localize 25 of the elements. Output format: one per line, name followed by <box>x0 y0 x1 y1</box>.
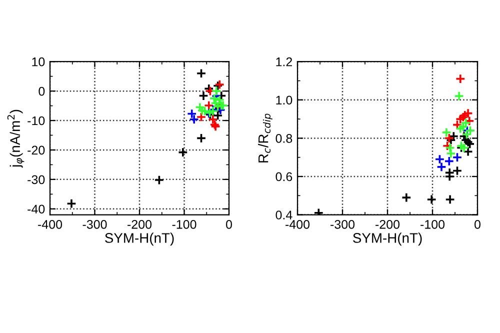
y-tick-label: 0.6 <box>276 172 292 182</box>
y-tick-label: -40 <box>28 204 45 214</box>
y-tick-label: -30 <box>28 175 45 184</box>
y-tick-label: 0.8 <box>276 134 292 143</box>
y-tick-label: 10 <box>32 57 45 66</box>
y-tick-label: 0.4 <box>276 210 292 220</box>
x-tick-label: -400 <box>38 220 62 229</box>
x-axis-title: SYM-H(nT) <box>353 232 422 246</box>
y-axis-title: R$_{c}$/R$_{cdip}$ <box>258 114 272 162</box>
y-tick-label: 1.0 <box>276 96 292 105</box>
y-tick-label: -10 <box>28 116 45 126</box>
x-tick-label: -300 <box>82 220 107 229</box>
y-tick-label: -20 <box>28 146 45 155</box>
x-tick-label: 0 <box>226 220 232 229</box>
x-tick-label: 0 <box>474 220 480 229</box>
x-tick-label: -100 <box>172 220 196 229</box>
x-tick-label: -300 <box>330 220 355 229</box>
x-tick-label: -200 <box>128 220 152 229</box>
y-tick-label: 1.2 <box>276 57 292 66</box>
x-tick-label: -200 <box>376 220 400 229</box>
x-tick-label: -100 <box>420 220 445 229</box>
y-axis-title: j$_{φ}$(nA/m$^{2}$) <box>7 110 24 168</box>
x-tick-label: -400 <box>286 220 310 229</box>
y-tick-label: 0 <box>38 86 45 96</box>
x-axis-title: SYM-H(nT) <box>105 232 174 246</box>
